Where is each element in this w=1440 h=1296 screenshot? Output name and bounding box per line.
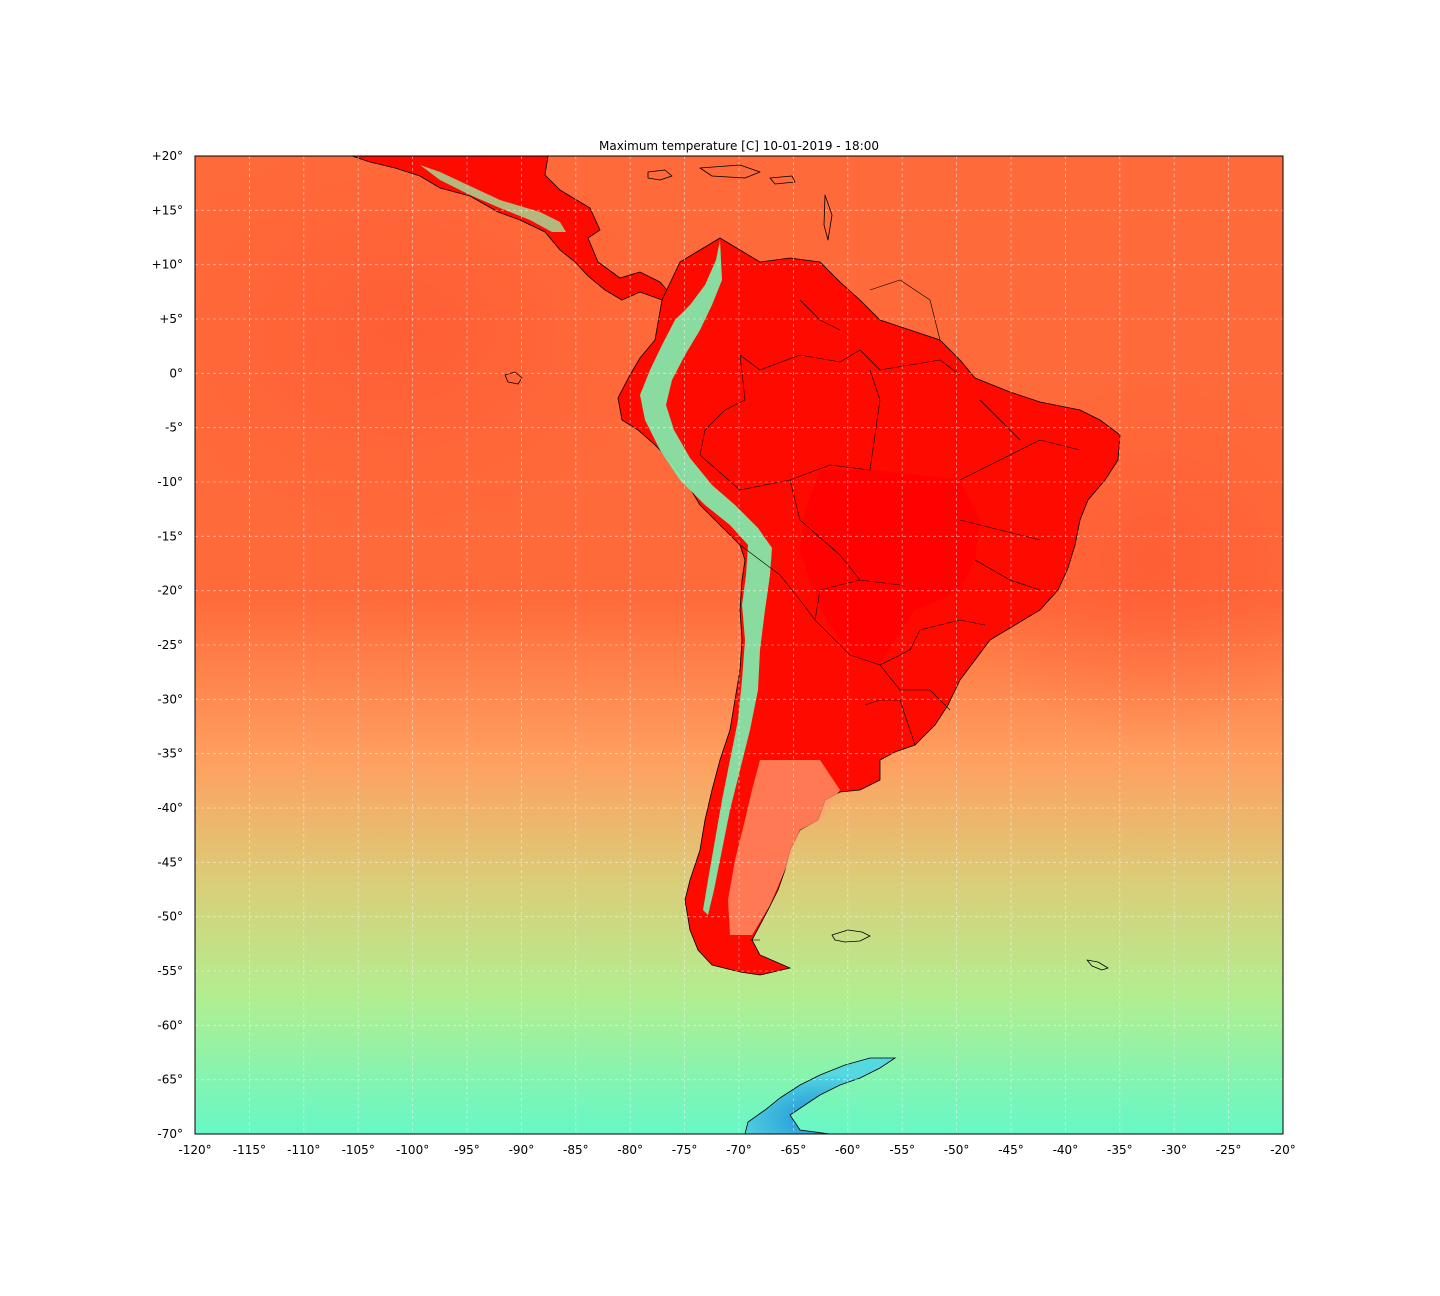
falkland-islands: [831, 929, 871, 943]
latitude-tick-label: +10°: [152, 258, 183, 272]
longitude-tick-label: -85°: [563, 1143, 589, 1157]
galapagos-islands: [504, 371, 523, 385]
longitude-tick-label: -55°: [889, 1143, 915, 1157]
longitude-tick-label: -65°: [781, 1143, 807, 1157]
latitude-tick-label: -45°: [157, 855, 183, 869]
longitude-tick-label: -50°: [944, 1143, 970, 1157]
central-america-land: [351, 156, 673, 301]
latitude-tick-label: -10°: [157, 475, 183, 489]
latitude-tick-label: +20°: [152, 149, 183, 163]
brazil-hot-interior: [800, 470, 980, 665]
latitude-tick-label: -5°: [165, 421, 183, 435]
south-georgia: [1086, 959, 1109, 971]
latitude-tick-label: -70°: [157, 1127, 183, 1141]
longitude-tick-label: -75°: [672, 1143, 698, 1157]
longitude-tick-label: -40°: [1053, 1143, 1079, 1157]
longitude-tick-label: -105°: [342, 1143, 375, 1157]
longitude-axis: -120° -115° -110° -105° -100° -95° -90° -85° -80…: [178, 1143, 1295, 1157]
pacific-warm-band: [195, 156, 660, 530]
latitude-tick-label: -25°: [157, 638, 183, 652]
latitude-axis: +20° +15° +10° +5° 0° -5° -10° -15° -20° -25° -30°…: [152, 149, 183, 1141]
central-america-highlands: [420, 165, 566, 232]
latitude-tick-label: -35°: [157, 747, 183, 761]
longitude-tick-label: -35°: [1107, 1143, 1133, 1157]
latitude-tick-label: +5°: [159, 312, 183, 326]
longitude-tick-label: -80°: [617, 1143, 643, 1157]
longitude-tick-label: -110°: [287, 1143, 320, 1157]
longitude-tick-label: -90°: [509, 1143, 535, 1157]
map-title: Maximum temperature [C] 10-01-2019 - 18:…: [599, 139, 879, 153]
latitude-tick-label: -20°: [157, 584, 183, 598]
plot-frame: [194, 155, 1284, 1135]
latitude-tick-label: 0°: [169, 366, 183, 380]
patagonia-land: [728, 760, 840, 935]
longitude-tick-label: -95°: [454, 1143, 480, 1157]
latitude-tick-label: -65°: [157, 1073, 183, 1087]
caribbean-islands: [647, 164, 833, 241]
longitude-tick-label: -60°: [835, 1143, 861, 1157]
antarctic-peninsula: [744, 1057, 897, 1134]
longitude-tick-label: -120°: [178, 1143, 211, 1157]
longitude-tick-label: -30°: [1161, 1143, 1187, 1157]
latitude-tick-label: +15°: [152, 203, 183, 217]
longitude-tick-label: -25°: [1216, 1143, 1242, 1157]
longitude-tick-label: -70°: [726, 1143, 752, 1157]
country-borders: [699, 279, 1081, 941]
latitude-tick-label: -15°: [157, 529, 183, 543]
latitude-tick-label: -50°: [157, 910, 183, 924]
longitude-tick-label: -45°: [998, 1143, 1024, 1157]
latitude-tick-label: -55°: [157, 964, 183, 978]
longitude-tick-label: -115°: [233, 1143, 266, 1157]
latitude-tick-label: -60°: [157, 1018, 183, 1032]
latitude-tick-label: -40°: [157, 801, 183, 815]
longitude-tick-label: -20°: [1270, 1143, 1296, 1157]
latitude-tick-label: -30°: [157, 692, 183, 706]
longitude-tick-label: -100°: [396, 1143, 429, 1157]
map-plot-area: [195, 156, 1283, 1134]
graticule: [195, 156, 1283, 1134]
